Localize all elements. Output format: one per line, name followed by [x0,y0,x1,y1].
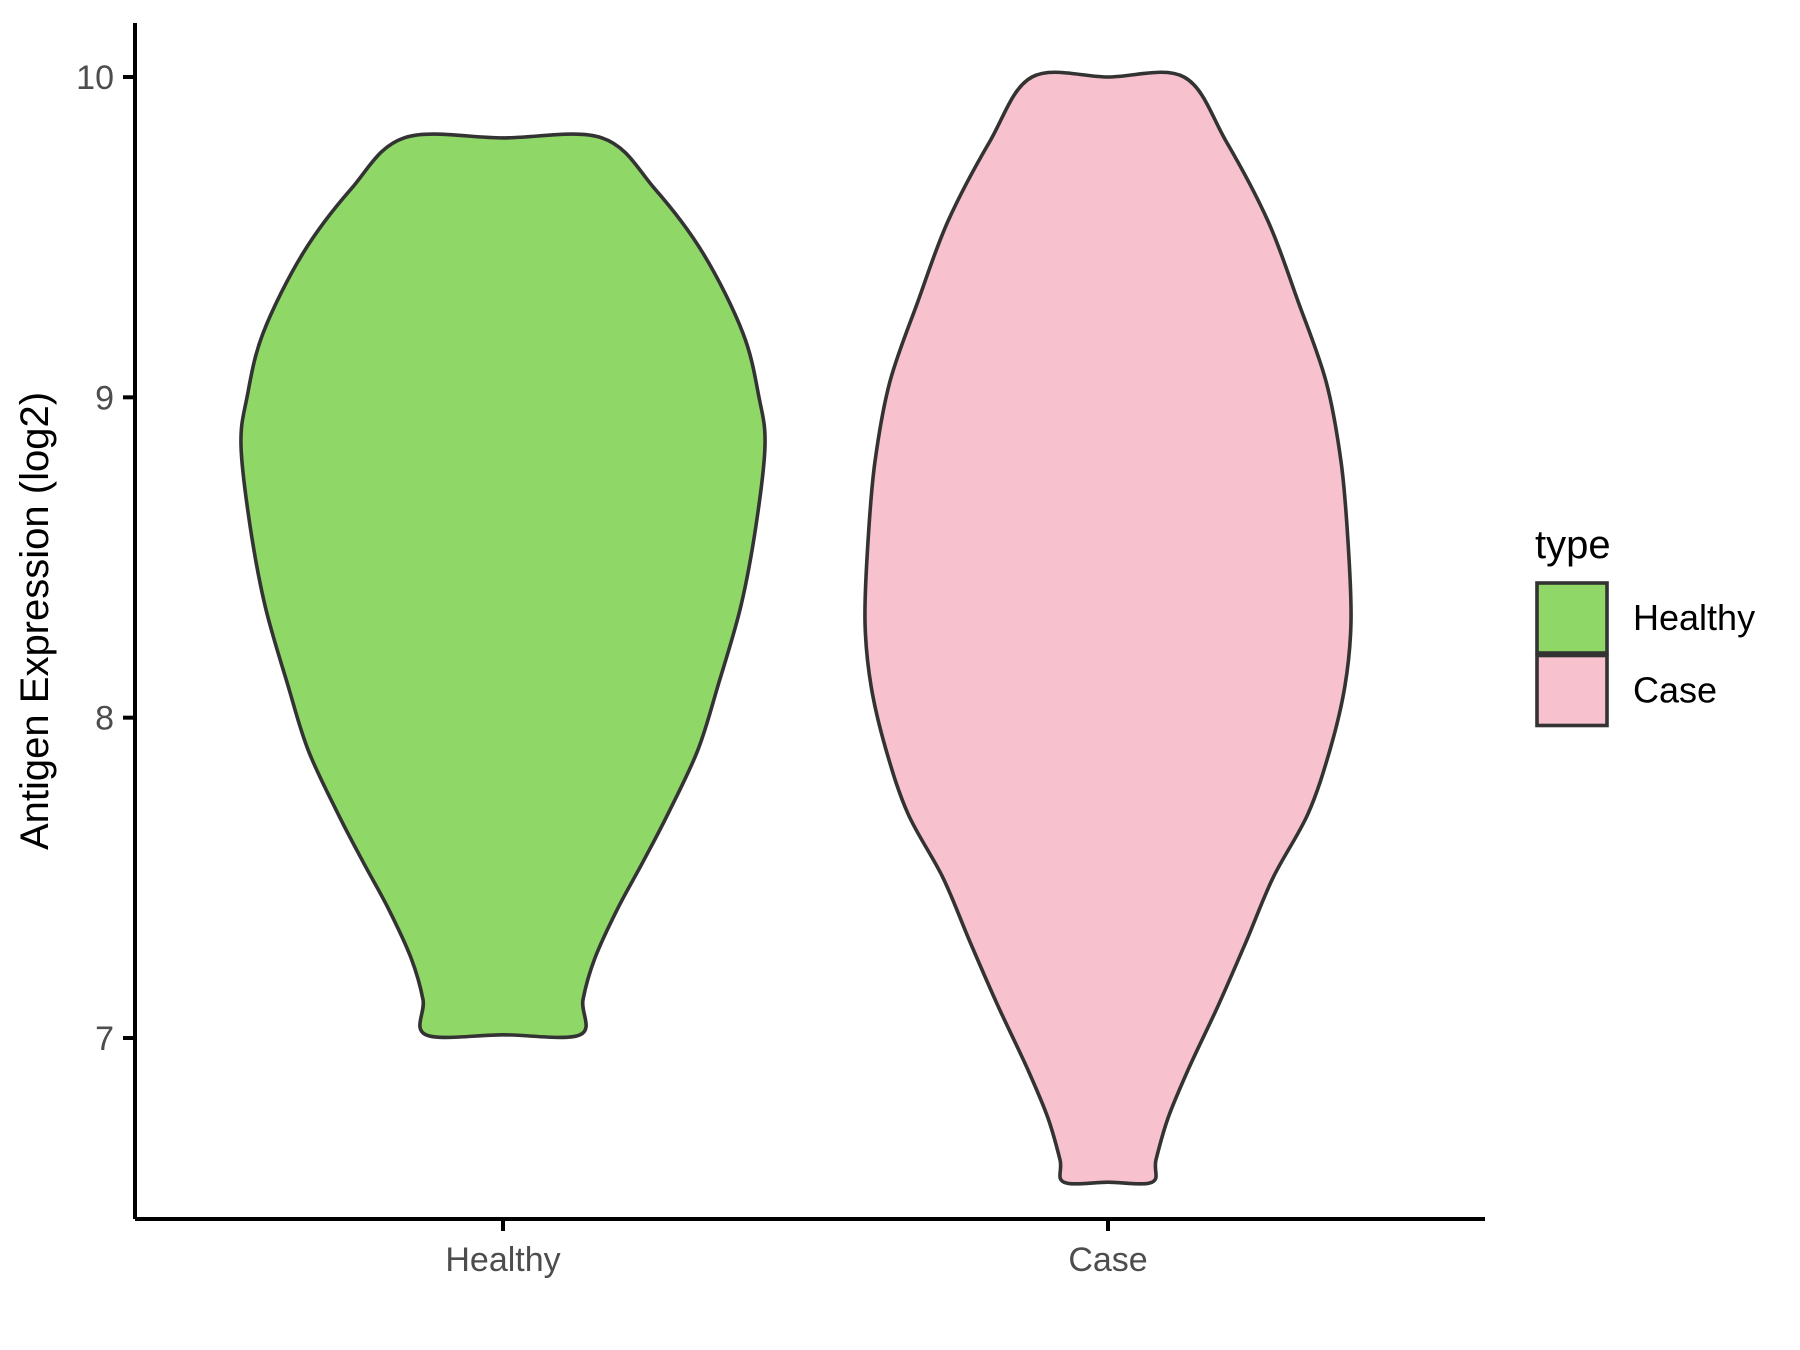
legend-title: type [1535,523,1611,567]
y-axis-title: Antigen Expression (log2) [13,392,57,850]
y-axis: 10 9 8 7 Antigen Expression (log2) [13,23,137,1219]
legend-label-case: Case [1633,670,1717,711]
y-axis-ticks: 10 9 8 7 [76,59,135,1058]
violin-case [863,70,1353,1186]
y-tick-label: 10 [76,59,114,97]
x-axis: Healthy Case [135,1217,1485,1279]
violins [239,70,1353,1186]
legend-label-healthy: Healthy [1633,597,1755,638]
x-axis-ticks: Healthy Case [445,1219,1148,1279]
y-tick-label: 8 [95,700,114,738]
x-tick-label: Healthy [445,1241,560,1279]
legend-key-case [1535,653,1609,728]
legend-key-healthy [1535,581,1609,655]
legend-entries: Healthy Case [1535,581,1755,728]
y-tick-label: 9 [95,379,114,417]
x-tick-label: Case [1068,1241,1147,1279]
legend: type Healthy Case [1535,523,1755,728]
violin-healthy [239,132,767,1040]
y-tick-label: 7 [95,1020,114,1058]
